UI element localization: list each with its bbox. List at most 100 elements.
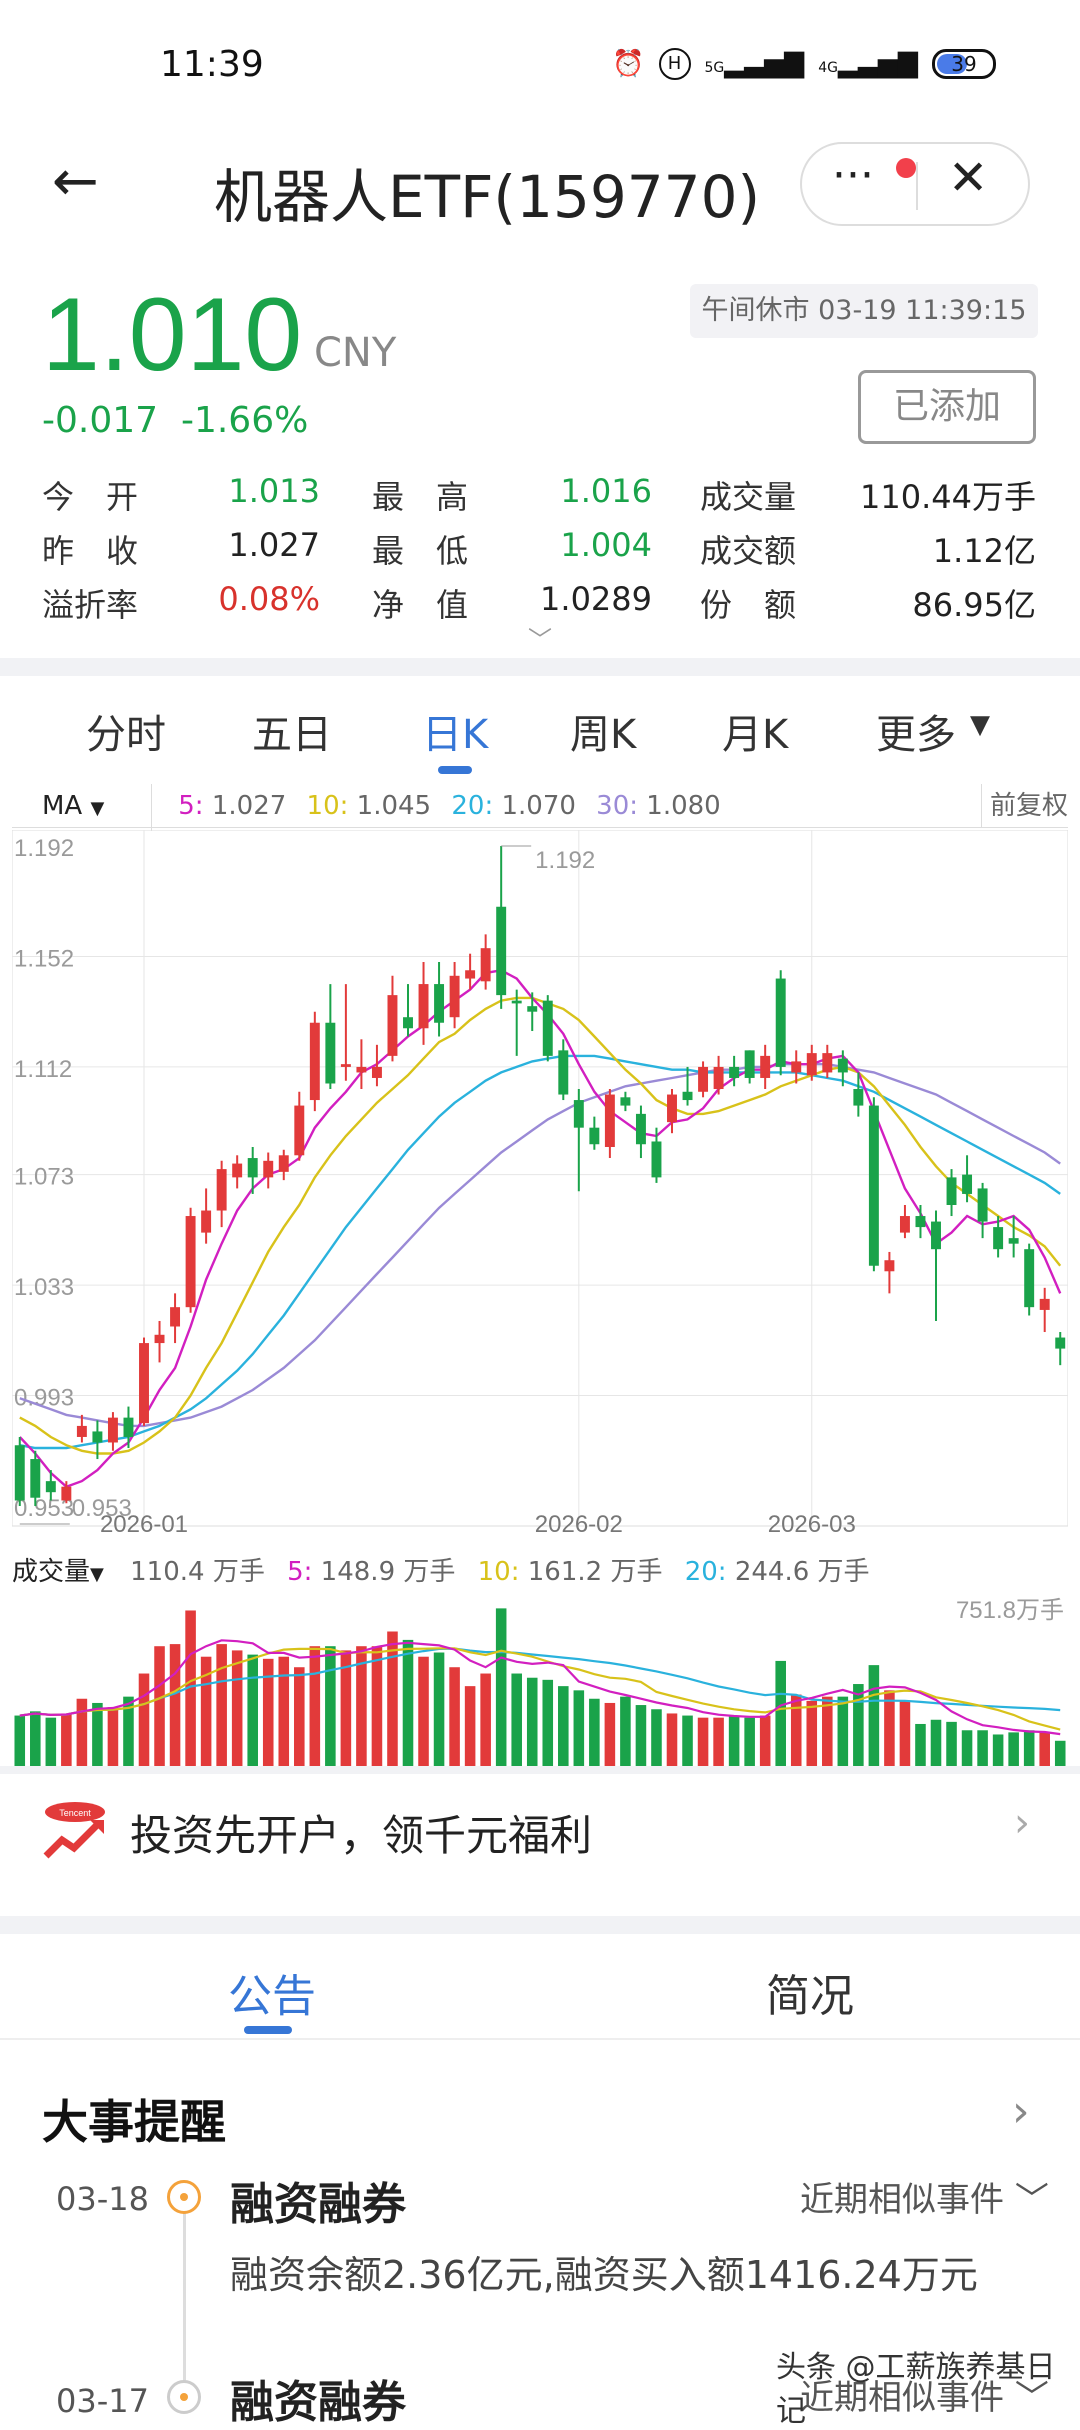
tab-overview[interactable]: 简况 — [766, 1971, 854, 2022]
stat-label: 今 开 — [42, 478, 139, 516]
candle-body — [294, 1105, 305, 1156]
active-tab-indicator — [244, 2026, 292, 2034]
news-tabs: 公告 简况 — [0, 1940, 1080, 2040]
page-title: 机器人ETF(159770) — [214, 163, 761, 231]
volume-chart[interactable]: 751.8万手 — [12, 1594, 1068, 1766]
volume-bar — [294, 1667, 305, 1766]
similar-events-button[interactable]: 近期相似事件 ﹀ — [800, 2180, 1049, 2220]
expand-chevron-icon[interactable]: ﹀ — [528, 626, 552, 654]
active-tab-indicator — [438, 766, 472, 774]
watermark: 头条 @工薪族养基日记 — [776, 2350, 1056, 2429]
candlestick-chart[interactable]: 1.1921.1521.1121.0731.0330.9930.9532026-… — [12, 830, 1068, 1550]
currency-label: CNY — [314, 330, 397, 376]
candle-body — [1024, 1249, 1035, 1308]
volume-bar — [1039, 1732, 1050, 1766]
candle-body — [682, 1091, 693, 1101]
more-dots-icon[interactable]: ··· — [832, 150, 874, 201]
candle-body — [139, 1343, 149, 1424]
candle-body — [201, 1210, 212, 1233]
volume-bar — [1054, 1740, 1066, 1766]
candle-body — [154, 1334, 165, 1344]
volume-bar — [76, 1698, 88, 1766]
candle-body — [278, 1155, 289, 1172]
candle-body — [216, 1169, 227, 1211]
volume-bar — [30, 1711, 41, 1766]
ma-selector[interactable]: MA ▼ — [12, 784, 152, 831]
stat-value: 110.44万手 — [860, 478, 1036, 516]
candle-body — [107, 1417, 118, 1443]
candle-body — [418, 984, 429, 1029]
volume-bar — [775, 1660, 786, 1766]
volume-bar — [946, 1721, 957, 1766]
max-price-label: 1.192 — [535, 847, 595, 874]
candle-body — [760, 1055, 771, 1078]
added-watchlist-button[interactable]: 已添加 — [858, 370, 1036, 444]
signal-5g-icon: 5G▂▃▅▇ — [704, 49, 805, 79]
status-bar: 11:39 ⏰ H 5G▂▃▅▇ 4G▂▃▅▇ 39 — [0, 0, 1080, 130]
price-change: -0.017 -1.66% — [42, 400, 308, 441]
volume-bar — [247, 1654, 258, 1766]
min-price-label: 0.953 — [72, 1495, 132, 1522]
volume-bar — [61, 1713, 72, 1766]
stat-label: 最 高 — [372, 478, 469, 516]
volume-bar — [744, 1717, 755, 1766]
candle-body — [465, 970, 476, 979]
volume-bar — [697, 1717, 709, 1766]
candle-body — [76, 1425, 87, 1437]
volume-bar — [387, 1631, 398, 1766]
tab-2[interactable]: 日K — [422, 712, 489, 758]
battery-icon: 39 — [932, 49, 996, 79]
volume-bar — [589, 1698, 600, 1766]
vol-ma10-legend: 10: 161.2 万手 — [477, 1557, 663, 1587]
svg-text:Tencent: Tencent — [59, 1808, 91, 1818]
stat-value: 1.12亿 — [932, 532, 1036, 570]
tab-1[interactable]: 五日 — [252, 712, 332, 758]
ma20-line — [19, 1054, 1061, 1450]
ma5-line — [18, 969, 1062, 1489]
volume-bar — [837, 1696, 849, 1766]
y-tick-label: 1.192 — [14, 835, 74, 862]
close-icon[interactable]: ✕ — [948, 150, 989, 206]
candle-body — [496, 906, 507, 996]
stat-label: 溢折率 — [42, 586, 139, 624]
candle-body — [30, 1459, 41, 1498]
promo-banner[interactable]: Tencent 投资先开户，领千元福利 › — [0, 1770, 1080, 1890]
volume-bar — [868, 1665, 880, 1766]
volume-current: 110.4 万手 — [130, 1557, 265, 1587]
volume-selector[interactable]: 成交量▼ — [12, 1557, 104, 1587]
adjust-mode-button[interactable]: 前复权 — [980, 784, 1068, 828]
volume-bar — [635, 1705, 647, 1766]
volume-bar — [123, 1696, 134, 1766]
candle-body — [511, 1000, 522, 1004]
candle-body — [185, 1216, 196, 1308]
volume-bar — [356, 1646, 367, 1766]
chart-tabs: 分时 五日 日K 周K 月K 更多 ▼ — [0, 680, 1080, 780]
volume-bar — [107, 1707, 119, 1766]
volume-bar — [262, 1658, 274, 1766]
candle-body — [387, 995, 398, 1056]
tab-0[interactable]: 分时 — [86, 712, 166, 758]
volume-bar — [278, 1656, 290, 1766]
tab-announcements[interactable]: 公告 — [228, 1971, 316, 2022]
tab-3[interactable]: 周K — [570, 712, 637, 758]
chevron-right-icon: › — [1014, 1800, 1030, 1846]
volume-bar — [977, 1730, 988, 1766]
chevron-down-icon: ﹀ — [1014, 2180, 1049, 2220]
candle-body — [713, 1066, 724, 1090]
tab-5[interactable]: 更多 — [876, 712, 956, 758]
timeline-dot-icon — [167, 2380, 201, 2414]
stat-value: 86.95亿 — [912, 586, 1036, 624]
volume-bar — [526, 1677, 538, 1766]
tab-4[interactable]: 月K — [722, 712, 789, 758]
volume-bar — [713, 1717, 724, 1766]
candle-body — [340, 1064, 351, 1067]
volume-bar — [620, 1696, 631, 1766]
chevron-right-icon[interactable]: › — [1012, 2086, 1030, 2137]
volume-bar — [899, 1700, 911, 1766]
back-arrow-icon[interactable]: ← — [52, 149, 99, 214]
candle-body — [434, 984, 445, 1023]
candle-body — [403, 1017, 413, 1029]
volume-bar — [759, 1715, 771, 1766]
volume-bar — [45, 1717, 57, 1766]
stat-label: 成交量 — [700, 478, 797, 516]
